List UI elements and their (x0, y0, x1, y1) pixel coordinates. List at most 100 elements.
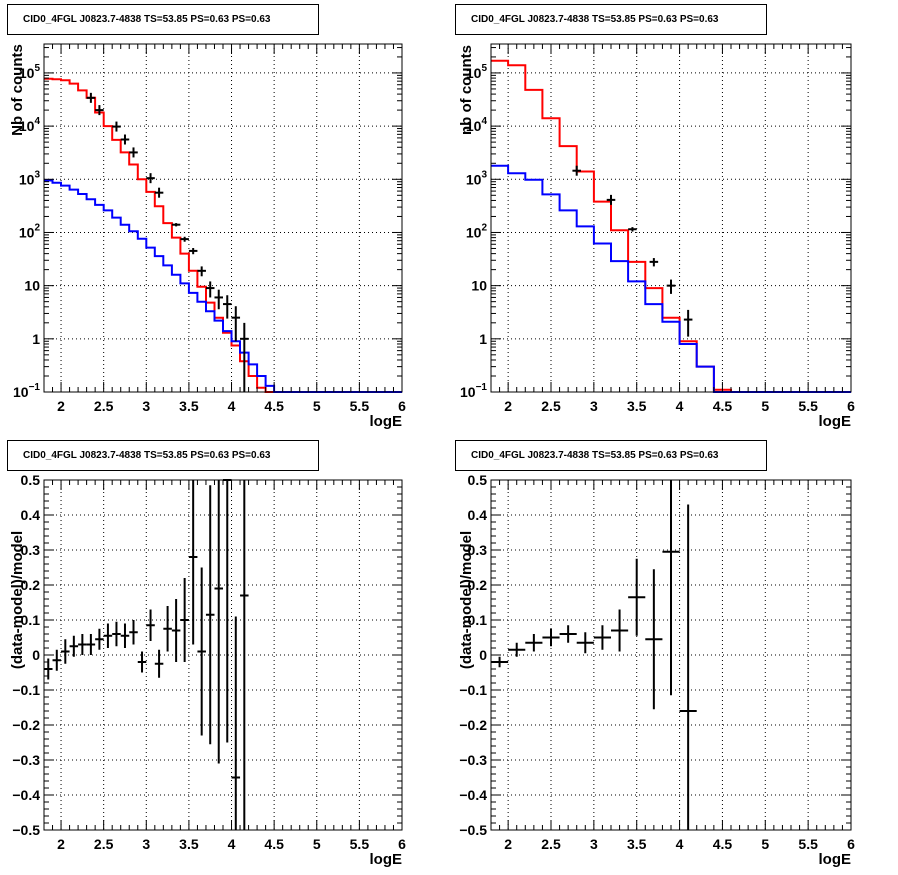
y-tick-label: −0.5 (12, 822, 40, 838)
y-tick-label: 102 (466, 222, 488, 240)
x-tick-label: 3 (590, 398, 598, 414)
x-tick-label: 4 (228, 398, 236, 414)
y-tick-label: 0.5 (468, 472, 488, 488)
y-tick-label: 1 (32, 331, 40, 347)
data-point (628, 558, 646, 636)
data-point (146, 609, 155, 641)
chart-title: CID0_4FGL J0823.7-4838 TS=53.85 PS=0.63 … (471, 450, 719, 461)
data-point (223, 479, 232, 743)
y-tick-label: 10 (471, 278, 487, 294)
data-point (662, 480, 680, 696)
data-point (171, 223, 181, 227)
data-point (525, 634, 543, 652)
data-point (223, 295, 232, 319)
x-tick-label: 3.5 (179, 836, 199, 852)
data-point (628, 227, 637, 232)
histogram-series-red (491, 59, 851, 393)
data-point (240, 322, 249, 392)
y-tick-label: 0.1 (21, 612, 41, 628)
data-point (112, 121, 121, 132)
chart-title-box (7, 440, 319, 471)
data-point (197, 567, 206, 736)
histogram-series-blue (44, 179, 402, 393)
y-tick-label: −0.1 (459, 682, 487, 698)
y-tick-label: 0.1 (468, 612, 488, 628)
data-point (180, 236, 189, 242)
x-tick-label: 3 (142, 836, 150, 852)
chart-panel-3: CID0_4FGL J0823.7-4838 TS=53.85 PS=0.63 … (7, 440, 406, 868)
x-tick-label: 4 (676, 398, 684, 414)
data-point (542, 628, 560, 647)
y-tick-label: 0.4 (21, 507, 41, 523)
plot-frame (43, 43, 403, 393)
x-tick-label: 4.5 (264, 836, 284, 852)
y-tick-label: 10 (24, 278, 40, 294)
data-point (103, 623, 113, 648)
x-tick-label: 2.5 (94, 836, 114, 852)
x-tick-label: 3.5 (179, 398, 199, 414)
data-point (120, 134, 130, 145)
x-axis-label: logE (370, 413, 403, 430)
x-tick-label: 2 (57, 836, 65, 852)
y-tick-label: −0.3 (12, 752, 40, 768)
chart-title-box (7, 4, 319, 35)
y-tick-label: 0.2 (468, 577, 488, 593)
x-tick-label: 5.5 (798, 836, 818, 852)
chart-title-box (455, 440, 767, 471)
data-point (645, 569, 663, 710)
x-tick-label: 4.5 (713, 836, 733, 852)
data-point (154, 187, 164, 198)
x-tick-label: 5.5 (798, 398, 818, 414)
data-point (180, 578, 189, 662)
y-axis-label: (data-model)/model (9, 531, 26, 669)
data-point (95, 105, 104, 116)
data-point (666, 279, 676, 294)
data-point (508, 642, 526, 657)
y-tick-label: 105 (19, 63, 41, 81)
x-axis-label: logE (819, 851, 852, 868)
y-tick-label: 0.3 (21, 542, 41, 558)
chart-title: CID0_4FGL J0823.7-4838 TS=53.85 PS=0.63 … (23, 450, 271, 461)
x-axis-label: logE (370, 851, 403, 868)
data-points (86, 92, 249, 392)
y-axis-label: nb of counts (458, 45, 475, 135)
chart-panel-4: CID0_4FGL J0823.7-4838 TS=53.85 PS=0.63 … (455, 440, 855, 868)
data-point (683, 309, 693, 337)
data-point (214, 289, 223, 310)
y-tick-label: −0.5 (459, 822, 487, 838)
x-tick-label: 5.5 (350, 836, 370, 852)
data-point (129, 620, 138, 645)
data-point (205, 485, 215, 745)
data-point (231, 306, 241, 342)
chart-panel-1: CID0_4FGL J0823.7-4838 TS=53.85 PS=0.63 … (7, 4, 406, 430)
x-tick-label: 5 (313, 836, 321, 852)
y-tick-label: 104 (19, 116, 41, 134)
y-tick-label: 10−1 (460, 382, 487, 400)
data-point (137, 651, 147, 673)
y-tick-label: −0.3 (459, 752, 487, 768)
y-tick-label: −0.2 (459, 717, 487, 733)
x-tick-label: 6 (847, 836, 855, 852)
data-point (86, 92, 96, 103)
data-points (572, 165, 693, 337)
data-point (120, 623, 130, 648)
y-tick-label: 104 (466, 116, 488, 134)
x-tick-label: 2.5 (94, 398, 114, 414)
x-tick-label: 6 (398, 398, 406, 414)
data-point (205, 281, 215, 298)
data-point (61, 639, 70, 664)
data-point (231, 616, 241, 830)
data-point (188, 248, 198, 255)
x-tick-label: 4.5 (264, 398, 284, 414)
data-point (649, 258, 659, 267)
y-tick-label: 0 (32, 647, 40, 663)
data-point (611, 609, 629, 652)
data-point (154, 649, 164, 678)
y-tick-label: 103 (466, 169, 488, 187)
y-tick-label: 10−1 (13, 382, 40, 400)
x-tick-label: 2 (504, 398, 512, 414)
y-tick-label: 1 (479, 331, 487, 347)
data-point (214, 480, 223, 764)
x-tick-label: 4.5 (713, 398, 733, 414)
